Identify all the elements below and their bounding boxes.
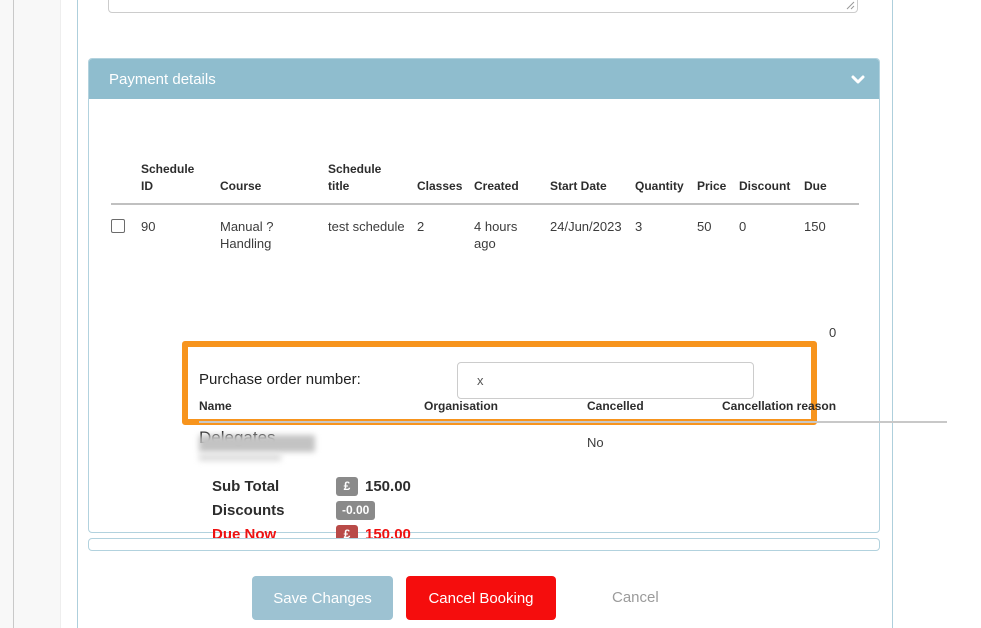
left-rail bbox=[0, 0, 61, 628]
col-schedule-title: Schedule title bbox=[328, 161, 417, 205]
currency-badge: £ bbox=[336, 477, 358, 496]
col-course: Course bbox=[220, 161, 328, 205]
delegates-table: Name Organisation Cancelled Cancellation… bbox=[199, 399, 947, 461]
payment-details-body: Schedule ID Course Schedule title Classe… bbox=[89, 99, 947, 544]
col-start-date: Start Date bbox=[550, 161, 635, 205]
delegate-cancellation-reason bbox=[722, 422, 947, 461]
cell-schedule-id: 90 bbox=[141, 219, 156, 234]
purchase-order-input[interactable] bbox=[457, 362, 754, 399]
col-price: Price bbox=[697, 161, 739, 205]
delegate-cancelled: No bbox=[587, 435, 604, 450]
discount-badge: -0.00 bbox=[336, 501, 376, 520]
discounts-label: Discounts bbox=[212, 501, 285, 519]
col-due: Due bbox=[804, 161, 859, 205]
col-schedule-id: Schedule ID bbox=[141, 161, 220, 205]
cell-discount: 0 bbox=[739, 219, 747, 234]
cell-start-date: 24/Jun/2023 bbox=[550, 219, 622, 234]
cell-schedule-title: test schedule bbox=[328, 219, 405, 234]
left-rail-divider bbox=[13, 0, 14, 628]
schedule-row: 90 Manual ? Handling test schedule 2 4 h… bbox=[111, 204, 859, 252]
form-container-left-border bbox=[77, 0, 78, 628]
panel-title: Payment details bbox=[109, 70, 216, 88]
cell-course: Manual ? Handling bbox=[220, 219, 274, 251]
payment-details-header[interactable]: Payment details bbox=[89, 59, 879, 99]
col-classes: Classes bbox=[417, 161, 474, 205]
form-container-right-border bbox=[892, 0, 893, 628]
discount-overflow-value: 0 bbox=[829, 325, 837, 340]
subtotal-amount: 150.00 bbox=[365, 478, 411, 495]
cancel-booking-button[interactable]: Cancel Booking bbox=[406, 576, 556, 620]
col-cancelled: Cancelled bbox=[587, 399, 722, 423]
cell-quantity: 3 bbox=[635, 219, 643, 234]
delegates-header-row: Name Organisation Cancelled Cancellation… bbox=[199, 399, 947, 423]
col-discount: Discount bbox=[739, 161, 804, 205]
save-changes-button[interactable]: Save Changes bbox=[252, 576, 393, 620]
purchase-order-label: Purchase order number: bbox=[199, 371, 361, 388]
cell-classes: 2 bbox=[417, 219, 425, 234]
notes-textarea[interactable] bbox=[108, 0, 858, 13]
select-column-header bbox=[111, 161, 141, 205]
col-cancellation-reason: Cancellation reason bbox=[722, 399, 947, 423]
delegate-name-redacted bbox=[199, 422, 424, 461]
subtotal-label: Sub Total bbox=[212, 477, 280, 495]
cell-due: 150 bbox=[804, 219, 826, 234]
delegate-row: No bbox=[199, 422, 947, 461]
payment-details-panel: Payment details Schedule ID Course Sche bbox=[88, 58, 947, 544]
cancel-link[interactable]: Cancel bbox=[612, 589, 659, 606]
col-name: Name bbox=[199, 399, 424, 423]
cell-created: 4 hours ago bbox=[474, 219, 518, 251]
delegate-organisation bbox=[424, 422, 587, 461]
subtotal-value: £ 150.00 bbox=[336, 477, 411, 496]
schedule-header-row: Schedule ID Course Schedule title Classe… bbox=[111, 161, 859, 205]
redacted-name-blur bbox=[199, 435, 315, 452]
discounts-value: -0.00 bbox=[336, 501, 411, 520]
resize-grip-icon[interactable] bbox=[846, 1, 855, 10]
cell-price: 50 bbox=[697, 219, 712, 234]
chevron-down-icon[interactable] bbox=[851, 75, 865, 84]
redacted-name-blur-line2 bbox=[199, 454, 281, 461]
totals-summary: Sub Total £ 150.00 Discounts -0.00 Due N… bbox=[212, 477, 411, 544]
col-created: Created bbox=[474, 161, 550, 205]
col-organisation: Organisation bbox=[424, 399, 587, 423]
schedule-row-checkbox[interactable] bbox=[111, 219, 125, 233]
collapsed-panel-strip bbox=[88, 538, 880, 551]
col-quantity: Quantity bbox=[635, 161, 697, 205]
schedule-table: Schedule ID Course Schedule title Classe… bbox=[111, 161, 859, 252]
